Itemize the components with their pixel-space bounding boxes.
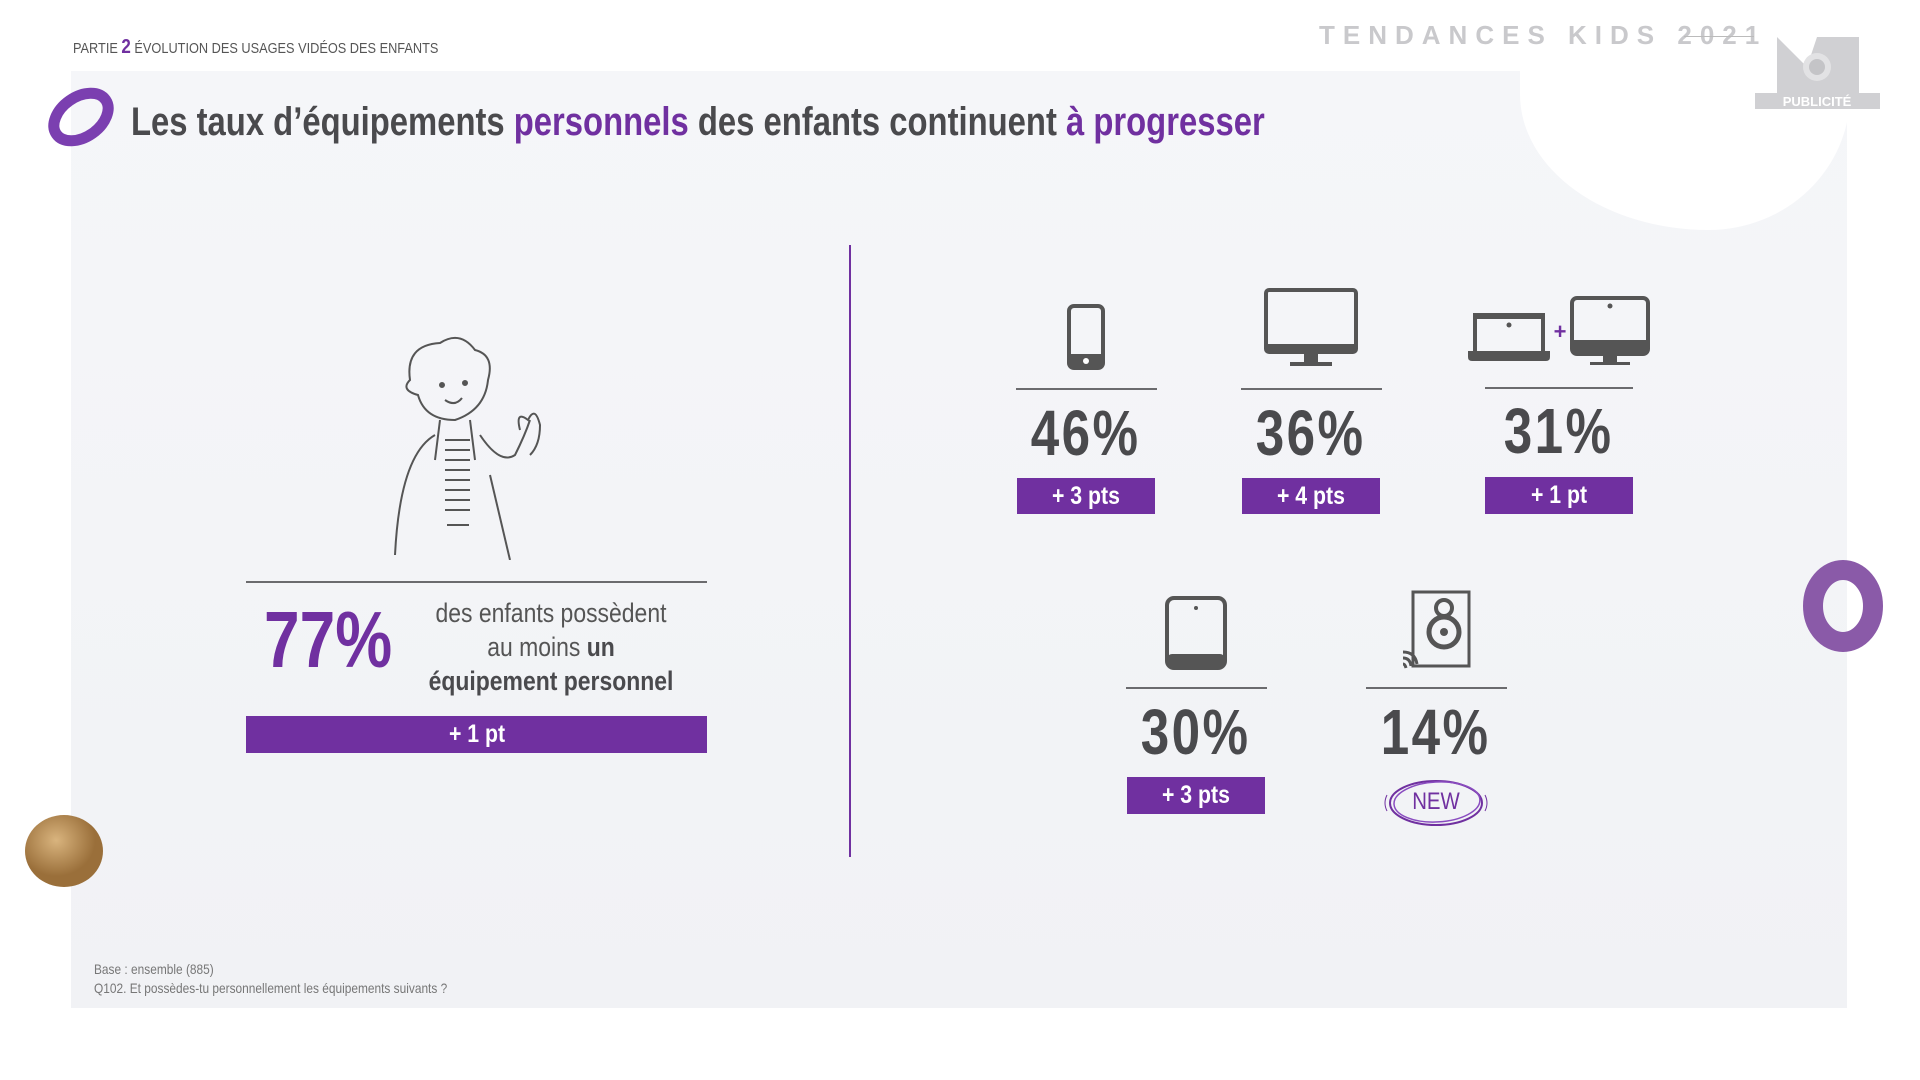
summary-text: des enfants possèdent au moins un équipe…	[400, 596, 702, 698]
tv-icon	[1211, 288, 1411, 370]
plus-sign: +	[1553, 319, 1567, 344]
device-delta-badge: + 3 pts	[1127, 777, 1265, 814]
ring-decoration-icon	[48, 87, 114, 147]
bean-decoration	[25, 815, 103, 887]
title-highlight: personnels	[513, 100, 689, 144]
laptop-plus-desktop-icon: +	[1429, 296, 1689, 368]
divider-line	[1366, 687, 1507, 689]
footnote: Base : ensemble (885) Q102. Et possèdes-t…	[94, 960, 447, 998]
divider-line	[246, 581, 707, 583]
title-highlight: à progresser	[1065, 100, 1265, 144]
device-delta-badge: + 4 pts	[1242, 478, 1380, 514]
device-delta-badge: + 1 pt	[1485, 477, 1633, 514]
m6-logo: PUBLICITÉ	[1755, 37, 1880, 109]
summary-value-text: 77%	[264, 595, 393, 684]
section-label: ÉVOLUTION DES USAGES VIDÉOS DES ENFANTS	[134, 40, 439, 57]
device-value: 46%	[986, 396, 1186, 470]
device-value: 14%	[1336, 695, 1536, 769]
footnote-question: Q102. Et possèdes-tu personnellement les…	[94, 980, 448, 996]
summary-value: 77%	[248, 594, 398, 686]
part-label: PARTIE	[73, 40, 118, 57]
new-badge: NEW	[1336, 788, 1536, 816]
device-value: 31%	[1459, 394, 1659, 468]
value-text: 30%	[1141, 696, 1251, 768]
delta-text: + 4 pts	[1277, 481, 1345, 510]
value-text: 14%	[1381, 696, 1491, 768]
value-text: 36%	[1256, 397, 1366, 469]
divider-line	[1016, 388, 1157, 390]
svg-text:PUBLICITÉ: PUBLICITÉ	[1783, 94, 1852, 109]
content-panel	[71, 71, 1847, 1008]
summary-text-prefix: des enfants possèdent au moins	[435, 598, 667, 662]
laptop-icon	[1467, 313, 1550, 361]
value-text: 46%	[1031, 397, 1141, 469]
desktop-icon	[1570, 296, 1651, 365]
title-text: des enfants continuent	[688, 100, 1066, 144]
divider-line	[1126, 687, 1267, 689]
child-illustration	[394, 336, 542, 560]
badge-text: NEW	[1412, 788, 1460, 815]
speaker-icon	[1336, 588, 1536, 674]
summary-delta-badge: + 1 pt	[246, 716, 707, 753]
footnote-base: Base : ensemble (885)	[94, 961, 214, 977]
device-delta-badge: + 3 pts	[1017, 478, 1155, 514]
delta-text: + 1 pt	[1530, 481, 1588, 509]
brand-title: TENDANCES KIDS 2021	[1319, 20, 1768, 50]
divider-line	[1485, 387, 1633, 389]
device-value: 36%	[1211, 396, 1411, 470]
summary-text-bold: un équipement personnel	[428, 632, 674, 696]
value-text: 31%	[1504, 395, 1614, 467]
divider-line	[1241, 388, 1382, 390]
delta-text: + 3 pts	[1052, 481, 1120, 510]
brand-divider	[1684, 36, 1754, 37]
delta-text: + 1 pt	[448, 720, 505, 748]
tablet-icon	[1096, 596, 1296, 670]
title-text: Les taux d’équipements	[131, 100, 514, 144]
breadcrumb: PARTIE 2 ÉVOLUTION DES USAGES VIDÉOS DES…	[73, 36, 438, 59]
device-value: 30%	[1096, 695, 1296, 769]
delta-text: + 3 pts	[1162, 781, 1230, 809]
page-title: Les taux d’équipements personnels des en…	[131, 100, 1265, 145]
part-number: 2	[121, 36, 131, 58]
new-badge-circle	[1384, 780, 1488, 826]
vertical-divider	[849, 245, 851, 857]
ring-decoration-icon	[1803, 560, 1883, 652]
smartphone-icon	[986, 304, 1186, 370]
